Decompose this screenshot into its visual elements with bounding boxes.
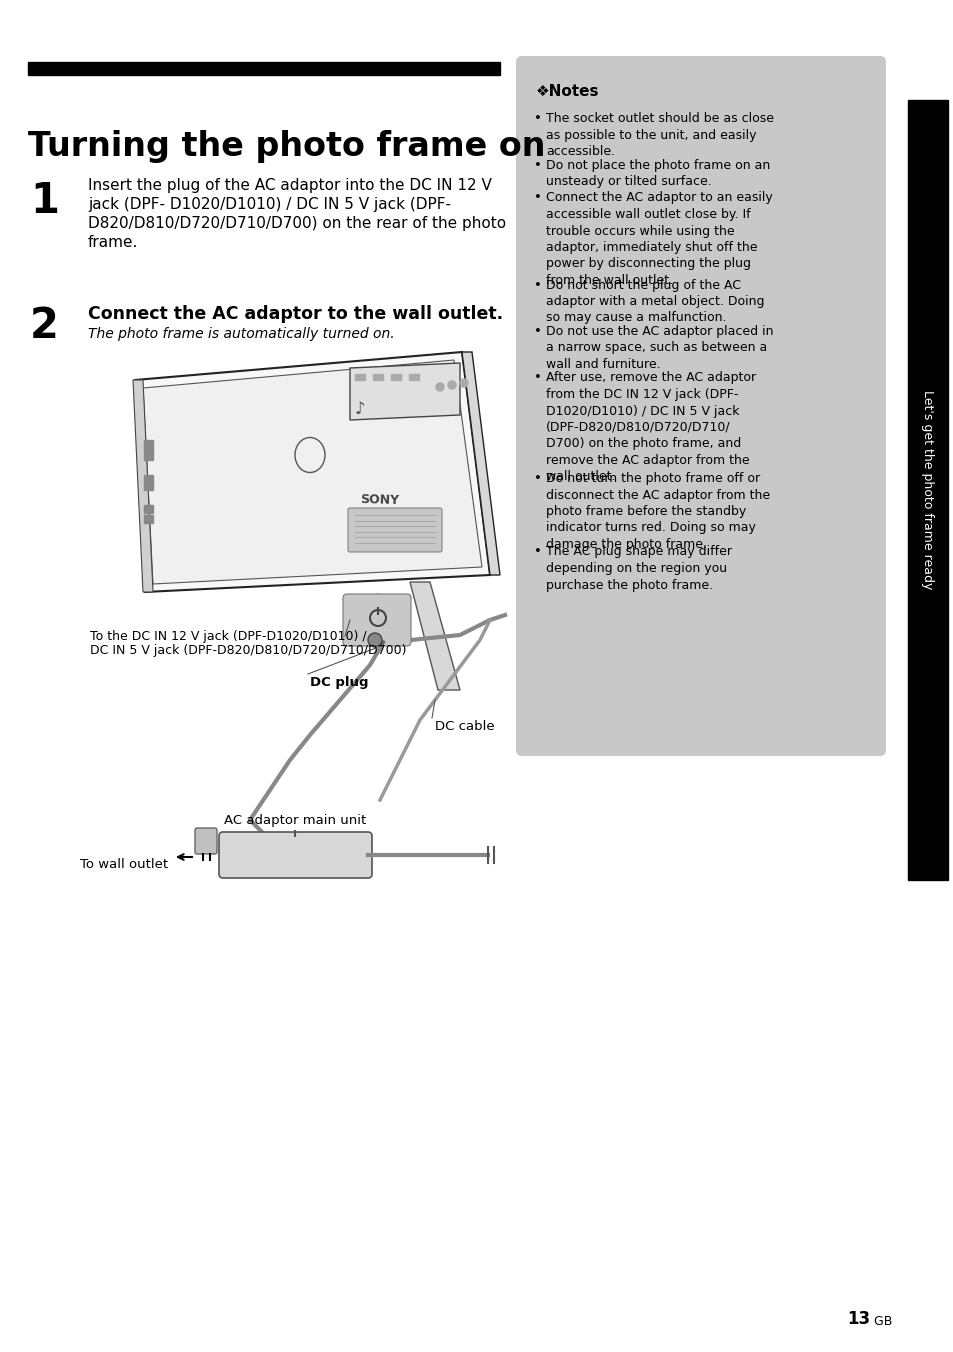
Bar xyxy=(144,475,152,489)
Text: Do not turn the photo frame off or
disconnect the AC adaptor from the
photo fram: Do not turn the photo frame off or disco… xyxy=(545,472,769,552)
Text: The AC plug shape may differ
depending on the region you
purchase the photo fram: The AC plug shape may differ depending o… xyxy=(545,545,731,592)
Polygon shape xyxy=(143,360,481,584)
Bar xyxy=(28,62,499,74)
Text: DC IN 5 V jack (DPF-D820/D810/D720/D710/D700): DC IN 5 V jack (DPF-D820/D810/D720/D710/… xyxy=(90,644,406,657)
Text: Let's get the photo frame ready: Let's get the photo frame ready xyxy=(921,391,934,589)
Polygon shape xyxy=(410,581,459,690)
FancyBboxPatch shape xyxy=(219,831,372,877)
Text: Turning the photo frame on: Turning the photo frame on xyxy=(28,130,545,164)
Text: SONY: SONY xyxy=(360,493,399,507)
Bar xyxy=(373,375,382,380)
Text: The photo frame is automatically turned on.: The photo frame is automatically turned … xyxy=(88,327,395,341)
Circle shape xyxy=(368,633,381,648)
Circle shape xyxy=(459,379,468,387)
Text: •: • xyxy=(534,545,541,558)
FancyBboxPatch shape xyxy=(343,594,411,646)
FancyBboxPatch shape xyxy=(348,508,441,552)
Text: 2: 2 xyxy=(30,306,59,347)
Text: To wall outlet: To wall outlet xyxy=(80,859,168,872)
Text: Insert the plug of the AC adaptor into the DC IN 12 V: Insert the plug of the AC adaptor into t… xyxy=(88,178,492,193)
Text: Connect the AC adaptor to an easily
accessible wall outlet close by. If
trouble : Connect the AC adaptor to an easily acce… xyxy=(545,192,772,287)
Text: ❖Notes: ❖Notes xyxy=(536,84,598,99)
Text: •: • xyxy=(534,192,541,204)
Text: D820/D810/D720/D710/D700) on the rear of the photo: D820/D810/D720/D710/D700) on the rear of… xyxy=(88,216,506,231)
Text: DC cable: DC cable xyxy=(435,721,494,733)
Text: •: • xyxy=(534,324,541,338)
Text: •: • xyxy=(534,372,541,384)
Bar xyxy=(409,375,418,380)
Bar xyxy=(391,375,400,380)
Polygon shape xyxy=(461,352,499,575)
Bar xyxy=(907,100,947,880)
Text: •: • xyxy=(534,472,541,485)
Circle shape xyxy=(448,381,456,389)
Text: Do not place the photo frame on an
unsteady or tilted surface.: Do not place the photo frame on an unste… xyxy=(545,158,769,188)
Text: Do not short the plug of the AC
adaptor with a metal object. Doing
so may cause : Do not short the plug of the AC adaptor … xyxy=(545,279,763,324)
Polygon shape xyxy=(350,362,459,420)
Text: GB: GB xyxy=(869,1315,891,1328)
Circle shape xyxy=(436,383,443,391)
Bar xyxy=(144,506,152,512)
Text: ♪: ♪ xyxy=(355,400,365,418)
Bar xyxy=(144,515,152,523)
Text: DC plug: DC plug xyxy=(310,676,368,690)
Text: Connect the AC adaptor to the wall outlet.: Connect the AC adaptor to the wall outle… xyxy=(88,306,502,323)
Text: The socket outlet should be as close
as possible to the unit, and easily
accessi: The socket outlet should be as close as … xyxy=(545,112,773,158)
Text: •: • xyxy=(534,279,541,292)
Bar xyxy=(144,439,152,460)
Text: AC adaptor main unit: AC adaptor main unit xyxy=(224,814,366,827)
Text: After use, remove the AC adaptor
from the DC IN 12 V jack (DPF-
D1020/D1010) / D: After use, remove the AC adaptor from th… xyxy=(545,372,756,484)
Polygon shape xyxy=(132,380,152,592)
FancyBboxPatch shape xyxy=(516,55,885,756)
Text: 13: 13 xyxy=(846,1310,869,1328)
Text: •: • xyxy=(534,112,541,124)
Text: •: • xyxy=(534,158,541,172)
Text: Do not use the AC adaptor placed in
a narrow space, such as between a
wall and f: Do not use the AC adaptor placed in a na… xyxy=(545,324,773,370)
Polygon shape xyxy=(135,352,490,592)
Bar xyxy=(355,375,365,380)
FancyBboxPatch shape xyxy=(194,827,216,854)
Text: To the DC IN 12 V jack (DPF-D1020/D1010) /: To the DC IN 12 V jack (DPF-D1020/D1010)… xyxy=(90,630,366,644)
Text: jack (DPF- D1020/D1010) / DC IN 5 V jack (DPF-: jack (DPF- D1020/D1010) / DC IN 5 V jack… xyxy=(88,197,451,212)
Text: frame.: frame. xyxy=(88,235,138,250)
Text: 1: 1 xyxy=(30,180,59,222)
